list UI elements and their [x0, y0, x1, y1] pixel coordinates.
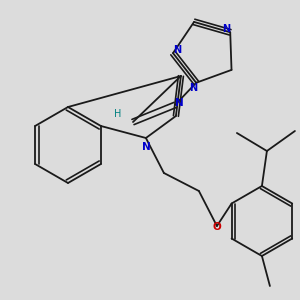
Text: N: N — [173, 45, 181, 55]
Text: N: N — [142, 142, 150, 152]
Text: N: N — [222, 24, 230, 34]
Text: O: O — [212, 222, 221, 232]
Text: H: H — [114, 109, 122, 119]
Text: N: N — [175, 98, 183, 108]
Text: N: N — [189, 83, 197, 93]
